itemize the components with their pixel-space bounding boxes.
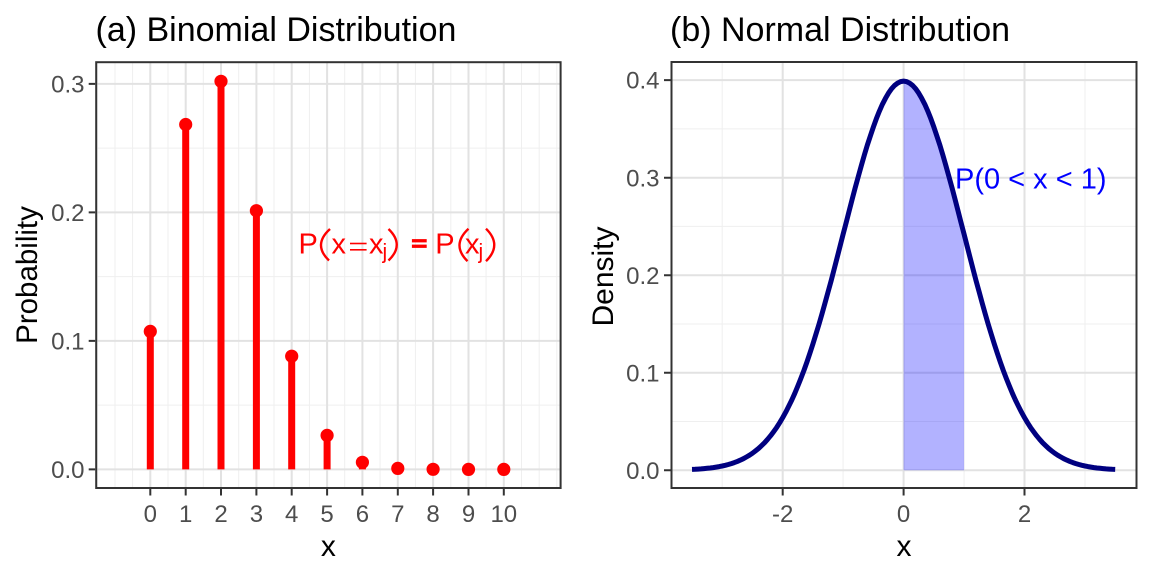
svg-text:1: 1 [179,501,192,528]
svg-text:5: 5 [320,501,333,528]
svg-text:P: P [299,229,318,261]
svg-text:3: 3 [250,501,263,528]
svg-text:0.0: 0.0 [51,457,84,484]
svg-text:0.3: 0.3 [51,72,84,99]
svg-text:0.1: 0.1 [51,329,84,356]
svg-text:x: x [369,229,384,261]
svg-text:6: 6 [356,501,369,528]
svg-text:(a) Binomial Distribution: (a) Binomial Distribution [96,11,457,49]
svg-text:0.4: 0.4 [626,68,659,95]
svg-text:0: 0 [144,501,157,528]
svg-text:0.2: 0.2 [51,200,84,227]
svg-text:(b) Normal Distribution: (b) Normal Distribution [670,11,1010,49]
svg-text:P(0 < x < 1): P(0 < x < 1) [955,164,1107,196]
svg-text:9: 9 [462,501,475,528]
svg-text:j: j [478,241,484,264]
svg-text:2: 2 [1018,501,1031,528]
svg-text:7: 7 [391,501,404,528]
svg-text:0.3: 0.3 [626,165,659,192]
svg-text:8: 8 [426,501,439,528]
svg-text:0.1: 0.1 [626,360,659,387]
svg-text:-2: -2 [772,501,793,528]
svg-text:x: x [321,530,336,563]
svg-text:x: x [897,530,912,563]
svg-text:2: 2 [214,501,227,528]
svg-text:0.0: 0.0 [626,458,659,485]
svg-text:10: 10 [490,501,517,528]
svg-text:0.2: 0.2 [626,263,659,290]
svg-text:Probability: Probability [11,206,44,344]
svg-text:Density: Density [587,226,620,326]
svg-text:j: j [382,241,388,264]
svg-text:0: 0 [897,501,910,528]
svg-text:P: P [435,229,454,261]
svg-text:x: x [332,229,347,261]
svg-text:4: 4 [285,501,298,528]
svg-text:x: x [465,229,480,261]
